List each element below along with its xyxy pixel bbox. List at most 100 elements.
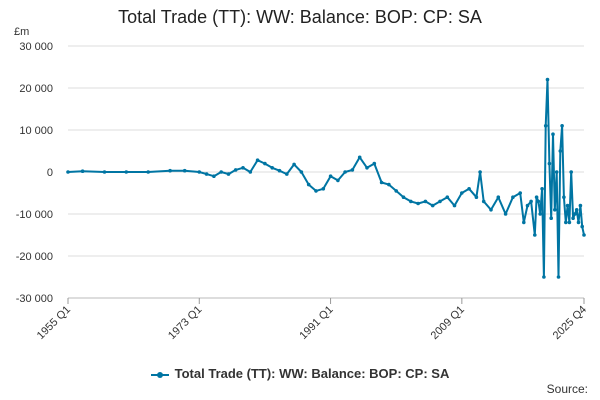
data-point[interactable] [314, 189, 318, 193]
data-point[interactable] [328, 174, 333, 178]
data-point[interactable] [365, 166, 369, 170]
data-point[interactable] [580, 224, 584, 229]
data-point[interactable] [146, 170, 150, 174]
data-point[interactable] [571, 216, 575, 220]
data-point[interactable] [529, 199, 533, 204]
data-point[interactable] [241, 166, 245, 170]
data-point[interactable] [277, 168, 282, 173]
y-tick-label: 30 000 [19, 41, 53, 53]
data-point[interactable] [285, 172, 289, 176]
data-point[interactable] [343, 170, 347, 174]
data-point[interactable] [255, 158, 260, 162]
data-point[interactable] [540, 187, 544, 191]
data-point[interactable] [489, 208, 493, 212]
data-point[interactable] [574, 208, 579, 212]
data-point[interactable] [430, 203, 435, 208]
data-point[interactable] [212, 174, 216, 178]
data-point[interactable] [299, 170, 304, 174]
data-point[interactable] [549, 216, 553, 220]
data-point[interactable] [438, 199, 442, 204]
data-point[interactable] [578, 203, 583, 208]
data-point[interactable] [496, 195, 501, 199]
data-point[interactable] [551, 132, 555, 136]
data-point[interactable] [545, 77, 550, 82]
data-point[interactable] [263, 161, 267, 166]
data-point[interactable] [66, 170, 70, 174]
legend-label: Total Trade (TT): WW: Balance: BOP: CP: … [174, 366, 450, 381]
data-point[interactable] [379, 180, 384, 185]
data-point[interactable] [511, 195, 515, 199]
data-point[interactable] [401, 195, 406, 199]
series-layer [66, 77, 586, 279]
data-point[interactable] [102, 170, 107, 174]
x-tick-label: 1973 Q1 [166, 304, 204, 342]
data-point[interactable] [197, 170, 202, 174]
data-point[interactable] [80, 169, 85, 173]
data-point[interactable] [553, 208, 557, 212]
data-point[interactable] [460, 191, 464, 195]
data-point[interactable] [542, 275, 546, 279]
data-point[interactable] [554, 170, 559, 174]
data-point[interactable] [474, 195, 479, 199]
data-point[interactable] [564, 220, 568, 225]
data-point[interactable] [394, 189, 399, 193]
data-point[interactable] [467, 187, 471, 191]
data-point[interactable] [219, 170, 223, 174]
y-tick-label: 10 000 [19, 125, 53, 137]
data-point[interactable] [534, 195, 539, 199]
data-point[interactable] [481, 199, 486, 204]
data-point[interactable] [270, 166, 275, 170]
data-point[interactable] [182, 168, 187, 173]
data-point[interactable] [306, 182, 311, 187]
legend-swatch [150, 370, 169, 380]
legend[interactable]: Total Trade (TT): WW: Balance: BOP: CP: … [0, 366, 600, 381]
data-point[interactable] [248, 170, 253, 174]
data-point[interactable] [576, 220, 581, 225]
x-tick-label: 2009 Q1 [429, 304, 467, 342]
data-point[interactable] [522, 220, 526, 225]
data-point[interactable] [336, 178, 340, 183]
data-point[interactable] [416, 201, 420, 206]
data-point[interactable] [525, 203, 530, 208]
chart-title: Total Trade (TT): WW: Balance: BOP: CP: … [118, 7, 482, 27]
data-point[interactable] [357, 155, 362, 160]
data-point[interactable] [582, 233, 586, 237]
data-point[interactable] [538, 212, 542, 216]
data-point[interactable] [423, 199, 428, 204]
data-point[interactable] [558, 149, 563, 153]
data-point[interactable] [372, 161, 377, 166]
data-point[interactable] [233, 168, 238, 172]
x-tick-label: 1991 Q1 [297, 304, 335, 342]
data-point[interactable] [533, 233, 537, 237]
data-point[interactable] [573, 212, 577, 216]
data-point[interactable] [350, 168, 355, 172]
data-point[interactable] [409, 199, 413, 204]
data-point[interactable] [452, 203, 457, 208]
y-unit-label: £m [14, 26, 30, 38]
data-point[interactable] [536, 199, 541, 204]
y-tick-label: -10 000 [16, 209, 53, 221]
data-point[interactable] [518, 191, 522, 195]
data-point[interactable] [560, 124, 564, 128]
data-point[interactable] [168, 168, 172, 173]
data-point[interactable] [567, 220, 572, 225]
data-point[interactable] [547, 161, 552, 166]
y-tick-label: 20 000 [19, 83, 53, 95]
data-point[interactable] [562, 195, 566, 199]
data-point[interactable] [569, 170, 573, 174]
data-point[interactable] [478, 170, 482, 174]
data-point[interactable] [292, 162, 296, 167]
x-tick-label: 1955 Q1 [35, 304, 73, 342]
data-point[interactable] [387, 182, 391, 187]
data-point[interactable] [321, 187, 326, 191]
data-point[interactable] [124, 170, 129, 174]
data-point[interactable] [445, 195, 450, 199]
data-point[interactable] [556, 275, 561, 279]
x-tick-label: 2025 Q4 [551, 304, 589, 342]
data-point[interactable] [204, 172, 209, 176]
data-point[interactable] [226, 172, 231, 176]
data-point[interactable] [565, 203, 570, 208]
data-point[interactable] [503, 212, 508, 216]
data-point[interactable] [543, 124, 548, 128]
